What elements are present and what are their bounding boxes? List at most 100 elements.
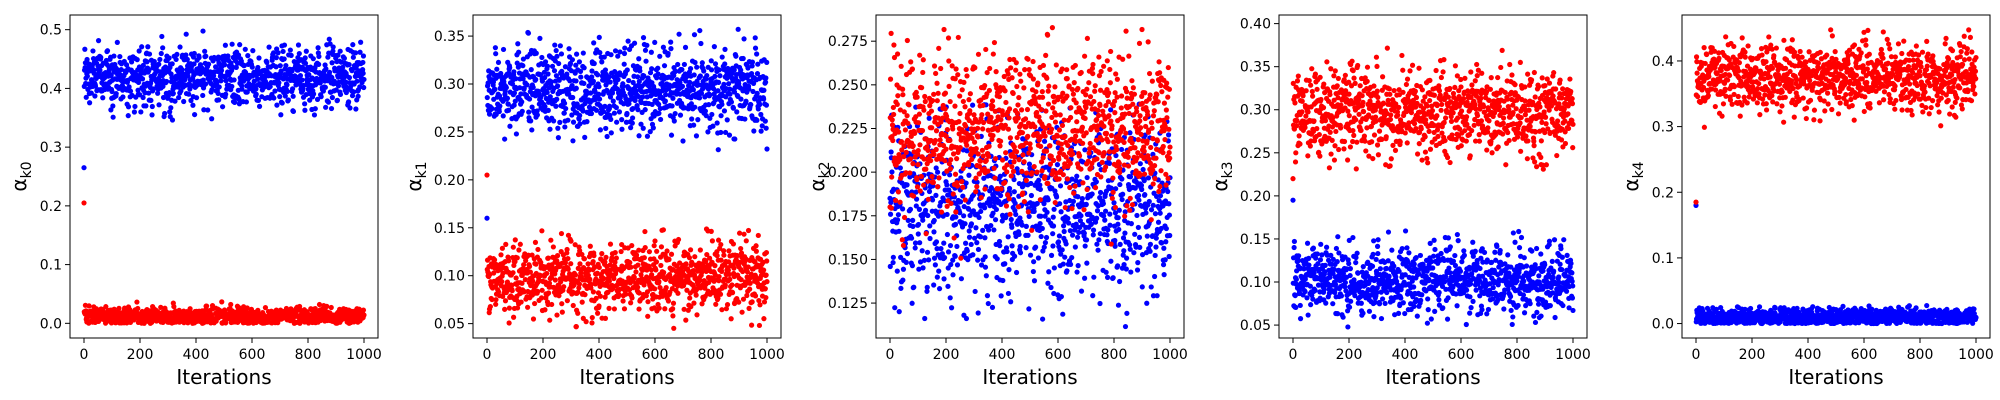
- data-point: [715, 79, 722, 85]
- data-point: [952, 253, 958, 259]
- data-point: [763, 75, 769, 81]
- data-point: [1031, 278, 1038, 284]
- data-point: [1028, 192, 1034, 199]
- data-point: [589, 320, 595, 326]
- data-point: [712, 263, 718, 269]
- data-point: [963, 315, 970, 322]
- data-point: [1065, 215, 1071, 221]
- data-point: [311, 91, 317, 97]
- data-point: [982, 205, 988, 211]
- data-point: [350, 42, 356, 48]
- data-point: [896, 309, 902, 315]
- data-point: [656, 278, 662, 285]
- data-point: [557, 43, 563, 49]
- data-point: [621, 306, 628, 312]
- data-point: [283, 62, 289, 69]
- data-point: [233, 64, 239, 71]
- data-point: [360, 307, 367, 313]
- data-point: [117, 53, 123, 60]
- data-point: [496, 108, 502, 115]
- data-point: [114, 39, 120, 45]
- data-point: [927, 235, 933, 242]
- data-point: [565, 117, 571, 123]
- data-point: [672, 110, 678, 117]
- data-point: [1137, 244, 1143, 250]
- data-point: [993, 206, 1000, 213]
- data-point: [228, 301, 234, 308]
- data-point: [754, 51, 760, 57]
- data-point: [1055, 239, 1062, 245]
- data-point: [675, 290, 681, 296]
- data-point: [933, 239, 940, 245]
- data-point: [896, 228, 902, 234]
- data-point: [596, 264, 602, 271]
- data-point: [728, 99, 735, 105]
- data-point: [302, 107, 308, 113]
- data-point: [134, 299, 140, 305]
- data-point: [491, 257, 498, 263]
- data-point: [1031, 208, 1037, 215]
- data-point: [193, 95, 200, 101]
- data-point: [179, 67, 185, 73]
- data-point: [266, 44, 272, 50]
- data-point: [603, 125, 609, 132]
- x-tick-label: 200: [127, 347, 154, 363]
- data-point: [733, 53, 739, 59]
- data-point: [1140, 166, 1146, 173]
- data-point: [544, 89, 550, 96]
- data-point: [721, 248, 727, 254]
- data-point: [544, 270, 550, 277]
- data-point: [761, 267, 767, 273]
- data-point: [677, 112, 684, 118]
- data-point: [343, 79, 349, 85]
- data-point: [512, 237, 518, 243]
- data-point: [579, 299, 585, 305]
- data-point: [494, 66, 500, 72]
- data-point: [573, 324, 579, 330]
- data-point: [216, 84, 222, 90]
- data-point: [927, 223, 933, 229]
- x-tick-label: 800: [698, 347, 725, 363]
- data-point: [763, 272, 769, 278]
- data-point: [199, 65, 206, 72]
- data-point: [272, 88, 278, 94]
- data-point: [326, 50, 332, 56]
- data-point: [1111, 200, 1117, 206]
- data-point: [360, 59, 366, 66]
- data-point: [557, 119, 563, 125]
- data-point: [697, 27, 703, 34]
- data-point-start: [81, 165, 87, 171]
- data-point: [502, 136, 508, 142]
- data-point: [155, 90, 161, 96]
- data-point: [502, 298, 509, 304]
- data-point: [565, 255, 571, 262]
- data-point: [516, 247, 522, 253]
- data-point: [353, 106, 359, 112]
- data-point: [1017, 250, 1024, 256]
- data-point: [958, 276, 965, 282]
- data-point: [555, 125, 561, 131]
- data-point: [315, 45, 321, 51]
- data-point: [1051, 206, 1057, 212]
- data-point: [726, 248, 732, 254]
- data-point: [736, 230, 743, 236]
- data-point: [1062, 254, 1068, 260]
- data-point: [515, 41, 521, 47]
- data-point: [644, 133, 651, 139]
- data-point: [718, 113, 724, 119]
- data-point: [1033, 244, 1039, 250]
- scatter-points: [887, 25, 1173, 330]
- data-point: [564, 71, 570, 77]
- data-point: [563, 105, 569, 112]
- data-point: [554, 253, 561, 259]
- data-point: [568, 261, 574, 267]
- data-point: [570, 302, 576, 309]
- data-point: [1023, 245, 1029, 251]
- data-point: [574, 51, 580, 57]
- data-point: [661, 63, 668, 69]
- data-point: [1136, 192, 1142, 199]
- data-point: [606, 305, 612, 311]
- data-point: [1013, 211, 1019, 218]
- data-point: [334, 97, 340, 103]
- data-point: [658, 244, 665, 250]
